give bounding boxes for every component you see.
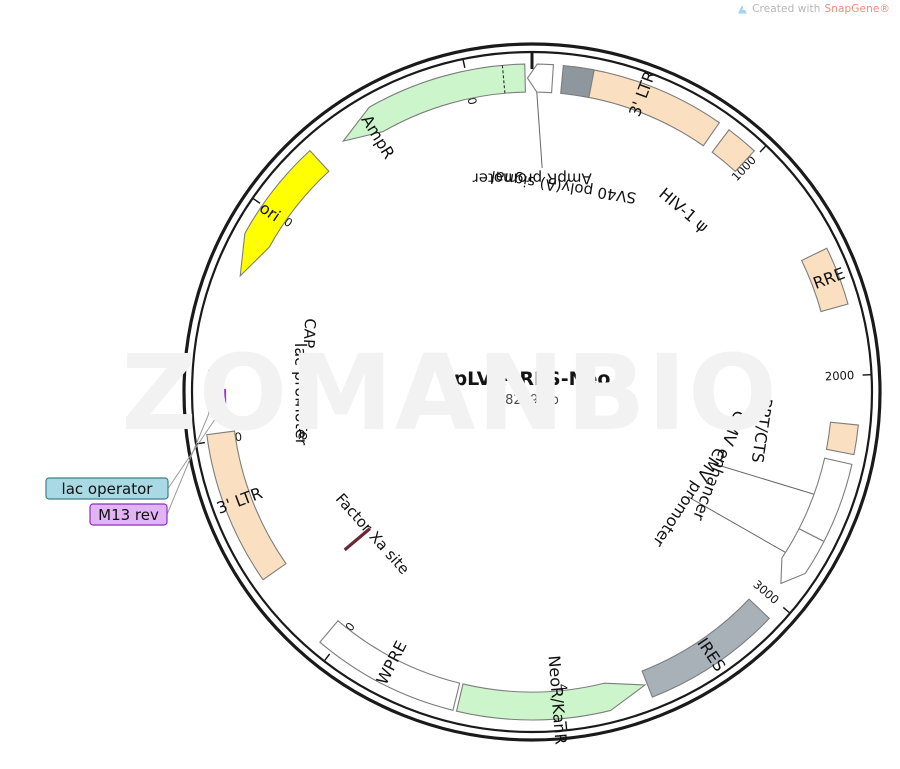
ruler-tick-mark (565, 721, 568, 730)
feature-ampr-promoter[interactable] (526, 63, 555, 94)
callout-lac-operator[interactable]: lac operator (45, 418, 216, 500)
leader-cmv-enhancer (717, 464, 815, 495)
snapgene-logo-icon (737, 4, 748, 15)
credit-brand: SnapGene® (824, 3, 890, 15)
feature-shape-cppt-cts[interactable] (825, 421, 859, 456)
feature-neor-kanr[interactable] (455, 682, 647, 721)
ruler-tick-mark (782, 606, 790, 614)
feature-hiv-1[interactable] (711, 128, 756, 173)
credit-brand-name: SnapGene (824, 3, 880, 15)
feature-3-ltr[interactable] (206, 430, 287, 581)
feature-shape-neor-kanr[interactable] (455, 682, 647, 721)
leader-ampr-promoter (536, 92, 543, 169)
callout-badge-m13-rev[interactable] (89, 503, 168, 526)
feature-label-lac-promoter: lac promoter (291, 343, 311, 446)
feature-shape-cap-binding-site[interactable] (207, 369, 222, 387)
feature-wpre[interactable] (319, 620, 461, 711)
plasmid-size: 8269 bp (505, 393, 559, 408)
feature-rre[interactable] (800, 247, 849, 313)
feature-label-cap-binding-site: CAP binding site (294, 318, 319, 441)
feature-ampr[interactable] (341, 63, 526, 142)
ruler-tick-mark (462, 59, 466, 69)
feature-shape-wpre[interactable] (319, 620, 461, 711)
callout-badge-lac-operator[interactable] (45, 477, 169, 500)
feature-shape-ampr[interactable] (341, 63, 526, 142)
callouts-layer: lac operator M13 rev (45, 400, 216, 526)
callout-leader-m13-rev (166, 400, 215, 515)
feature-shape-ires[interactable] (641, 598, 771, 698)
feature-shape-lac-promoter[interactable] (207, 391, 218, 413)
feature-shape-3-ltr[interactable] (206, 430, 287, 581)
feature-sv40-poly-a-signal[interactable] (560, 64, 595, 99)
backbone-outer-ring (182, 42, 882, 742)
features-layer (206, 63, 859, 721)
feature-label-factor-xa-site: Factor Xa site (332, 490, 413, 578)
center-caption: pLVX-IRES-Neo 8269 bp (454, 368, 611, 408)
feature-cppt-cts[interactable] (825, 421, 859, 456)
feature-shape-3-ltr[interactable] (568, 65, 721, 147)
feature-lac-promoter[interactable] (207, 391, 218, 413)
ruler-tick-mark (324, 653, 331, 661)
ruler-tick-label: 2000 (825, 368, 855, 383)
feature-ori[interactable] (239, 149, 330, 278)
credit-text-prefix: Created with (752, 3, 821, 15)
feature-cmv-promoter[interactable] (780, 527, 825, 585)
callout-label-lac-operator: lac operator (62, 480, 154, 498)
ruler-tick-mark (759, 145, 767, 153)
feature-cap-binding-site[interactable] (207, 369, 222, 387)
feature-label-ampr-promoter: AmpR promoter (472, 169, 592, 187)
callout-m13-rev[interactable]: M13 rev (89, 400, 215, 526)
leader-lines-layer (536, 92, 815, 553)
snapgene-credit: Created with SnapGene® (737, 3, 890, 15)
feature-shape-cmv-promoter[interactable] (780, 527, 825, 585)
feature-shape-hiv-1[interactable] (711, 128, 756, 173)
callout-label-m13-rev: M13 rev (98, 506, 159, 524)
feature-label-hiv-1: HIV-1 ψ (655, 184, 712, 236)
feature-shape-rre[interactable] (800, 247, 849, 313)
feature-shape-ampr-promoter[interactable] (526, 63, 555, 94)
feature-shape-ori[interactable] (239, 149, 330, 278)
ruler-tick-label: 3000 (750, 577, 781, 607)
ruler-tick-mark (253, 198, 261, 204)
feature-mark-factor-xa-site[interactable] (343, 527, 371, 552)
callout-leader-lac-operator (167, 418, 216, 489)
feature-factor-xa-site[interactable] (343, 527, 371, 552)
backbone-inner-ring (190, 50, 874, 734)
feature-3-ltr[interactable] (568, 65, 721, 147)
feature-shape-sv40-poly-a-signal[interactable] (560, 64, 595, 99)
leader-cmv-promoter (687, 496, 786, 553)
feature-label-cppt-cts: cPPT/CTS (748, 388, 778, 464)
backbone-layer (182, 42, 882, 742)
ruler-tick: 2000 (825, 368, 871, 384)
feature-ires[interactable] (641, 598, 771, 698)
plasmid-name: pLVX-IRES-Neo (454, 368, 611, 390)
credit-brand-suffix: ® (879, 3, 890, 15)
